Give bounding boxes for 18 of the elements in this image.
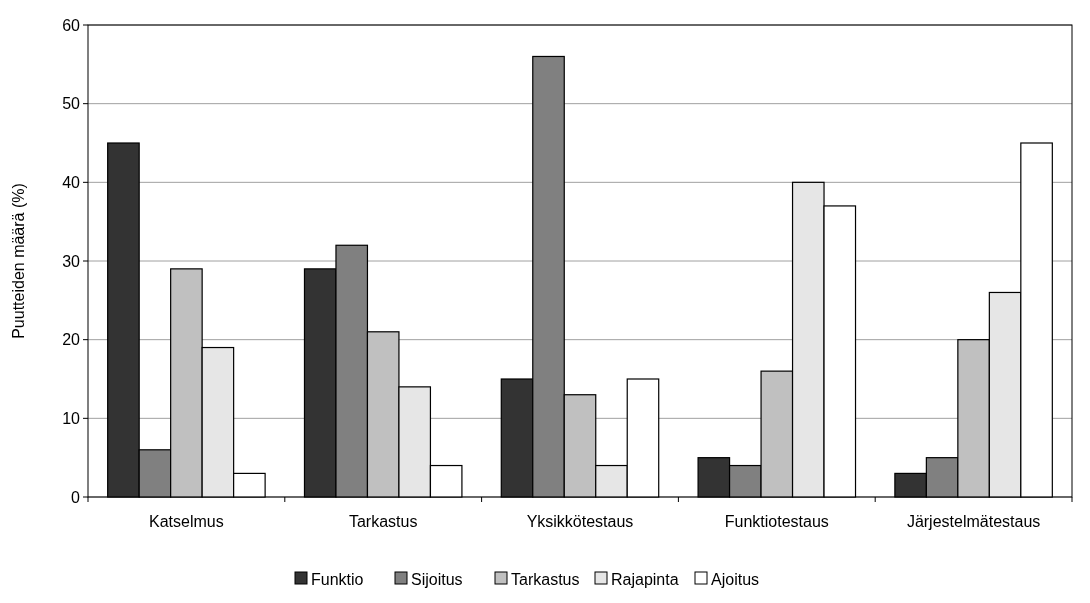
- legend-label: Tarkastus: [511, 570, 580, 588]
- y-axis-title: Puutteiden määrä (%): [10, 183, 27, 339]
- y-tick-label: 10: [62, 409, 81, 427]
- y-tick-label: 40: [62, 173, 81, 191]
- y-tick-label: 30: [62, 252, 81, 270]
- legend-label: Sijoitus: [411, 570, 463, 588]
- x-tick-label: Katselmus: [149, 513, 224, 530]
- x-tick-label: Yksikkötestaus: [526, 513, 634, 530]
- x-tick-label: Funktiotestaus: [724, 513, 829, 530]
- x-tick-label: Tarkastus: [348, 513, 418, 530]
- y-tick-label: 60: [62, 16, 81, 34]
- x-tick-label: Järjestelmätestaus: [906, 513, 1041, 530]
- legend-label: Rajapinta: [611, 570, 679, 588]
- y-tick-label: 50: [62, 95, 81, 113]
- y-tick-label: 20: [62, 331, 81, 349]
- legend-label: Funktio: [311, 570, 364, 588]
- legend-label: Ajoitus: [711, 570, 760, 588]
- y-tick-label: 0: [71, 488, 81, 506]
